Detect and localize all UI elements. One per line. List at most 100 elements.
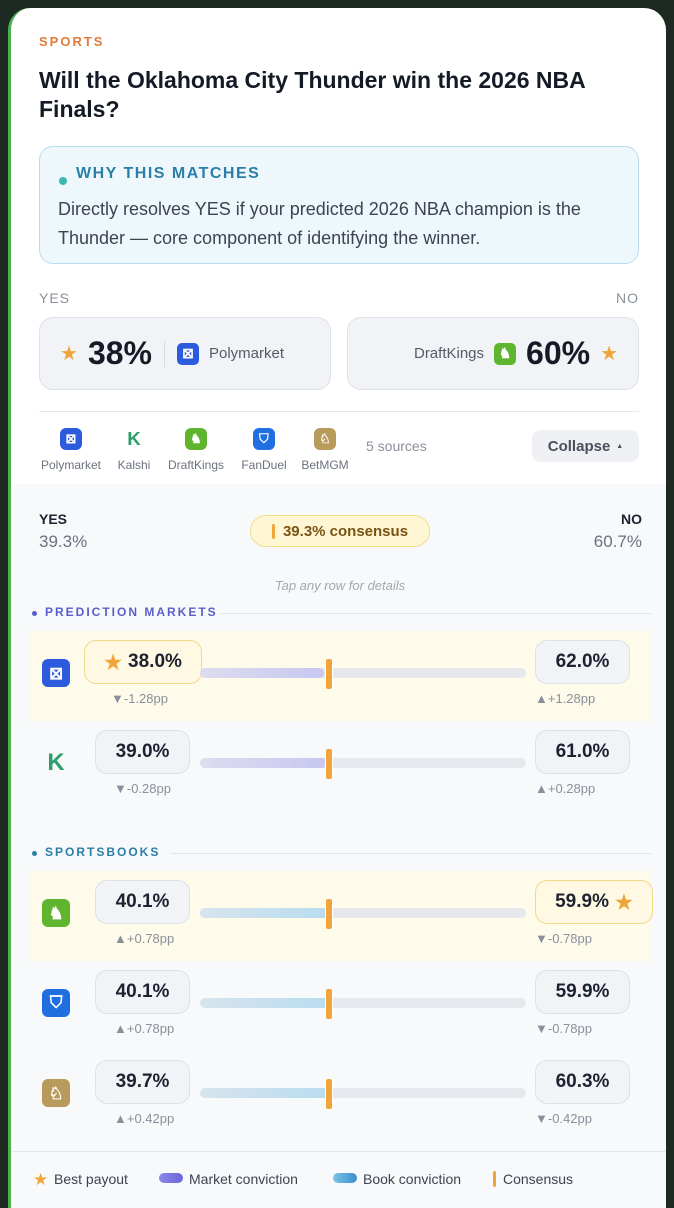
yes-value: 39.7% — [115, 1071, 170, 1092]
no-value: 59.9% — [555, 891, 609, 912]
fanduel-icon: ⛉ — [253, 428, 275, 450]
no-delta: ▲+0.28pp — [535, 781, 596, 796]
swatch — [159, 1173, 183, 1183]
consensus-marker — [325, 748, 334, 780]
market-row[interactable]: K 39.0% ▼-0.28pp 61.0% ▲+0.28pp — [29, 721, 651, 811]
bar-track — [200, 908, 526, 918]
yes-delta: ▼-0.28pp — [114, 781, 171, 796]
category: SPORTS — [39, 34, 105, 49]
best-yes-value: 38% — [87, 335, 152, 371]
yes-delta: ▲+0.78pp — [114, 931, 175, 946]
yes-pill: 39.0% — [95, 730, 190, 774]
hint: Tap any row for details — [274, 578, 406, 593]
no-pill: 59.9% — [535, 970, 630, 1014]
best-yes-source: Polymarket — [208, 345, 285, 362]
question: Will the Oklahoma City Thunder win the 2… — [39, 67, 585, 122]
yes-pill: 39.7% — [95, 1060, 190, 1104]
consensus-badge: 39.3% consensus — [250, 515, 430, 547]
polymarket-icon: ⊠ — [176, 342, 199, 365]
yes-pill: 40.1% — [95, 970, 190, 1014]
no-pill: 59.9% ★ — [535, 880, 653, 924]
best-no[interactable]: DraftKings ♞ 60% ★ — [347, 317, 639, 390]
caret: ▲ — [616, 442, 624, 450]
yes-delta: ▲+0.78pp — [114, 1021, 175, 1036]
bar-fill — [200, 668, 324, 678]
legend-text: Consensus — [503, 1171, 574, 1187]
bar-fill — [200, 758, 328, 768]
yes-pill: 40.1% — [95, 880, 190, 924]
swatch — [493, 1171, 496, 1187]
betmgm-icon: ♘ — [314, 428, 336, 450]
legend: ★ Best payout Market conviction Book convic… — [11, 1151, 666, 1208]
source-name: FanDuel — [241, 458, 287, 472]
legend-text: Market conviction — [189, 1171, 298, 1187]
no-value: 61.0% — [555, 741, 610, 762]
kalshi-icon: K — [127, 428, 141, 449]
draftkings-icon: ♞ — [185, 428, 207, 450]
why-text: Directly resolves YES if your predicted … — [58, 199, 581, 248]
polymarket-icon: ⊠ — [42, 659, 70, 687]
best-no-value: 60% — [526, 335, 591, 371]
source-name: Polymarket — [40, 458, 102, 472]
kalshi-icon: K — [47, 749, 65, 776]
bar-track — [200, 758, 526, 768]
sources-strip: ⊠ Polymarket K Kalshi ♞ DraftKings ⛉ FanDuel ♘ Be… — [11, 426, 666, 476]
cons-no-label: NO — [621, 511, 642, 527]
no-delta: ▼-0.78pp — [535, 931, 592, 946]
source-name: Kalshi — [117, 458, 151, 472]
star: ★ — [614, 891, 633, 914]
yes-value: 40.1% — [115, 891, 170, 912]
collapse-text: Collapse — [547, 437, 611, 455]
yes-value: 39.0% — [115, 741, 170, 762]
comparison: YES 39.3% NO 60.7% 39.3% consensus Tap a… — [11, 484, 666, 1208]
consensus-marker — [325, 1078, 334, 1110]
star: ★ — [104, 651, 123, 674]
cons-no: 60.7% — [593, 532, 642, 551]
swatch — [333, 1173, 357, 1183]
no-value: 60.3% — [555, 1071, 610, 1092]
no-value: 62.0% — [555, 651, 610, 672]
best-yes[interactable]: ★ 38% ⊠ Polymarket — [39, 317, 331, 390]
yes-delta: ▼-1.28pp — [111, 691, 168, 706]
dot — [59, 177, 67, 185]
no-pill: 60.3% — [535, 1060, 630, 1104]
no-value: 59.9% — [555, 981, 610, 1002]
group-dot — [32, 851, 37, 856]
no-delta: ▲+1.28pp — [535, 691, 596, 706]
collapse-button[interactable]: Collapse ▲ — [532, 430, 639, 462]
legend-text: Book conviction — [363, 1171, 462, 1187]
market-row[interactable]: ⛉ 40.1% ▲+0.78pp 59.9% ▼-0.78pp — [29, 961, 651, 1051]
why-title: WHY THIS MATCHES — [76, 165, 261, 182]
no-delta: ▼-0.42pp — [535, 1111, 592, 1126]
fanduel-icon: ⛉ — [42, 989, 70, 1017]
divider — [39, 411, 639, 412]
market-row[interactable]: ⊠ ★ 38.0% ▼-1.28pp 62.0% ▲+1.28pp — [29, 631, 651, 721]
no-pill: 61.0% — [535, 730, 630, 774]
cons-yes: 39.3% — [39, 532, 88, 551]
no-delta: ▼-0.78pp — [535, 1021, 592, 1036]
polymarket-icon: ⊠ — [60, 428, 82, 450]
yes-pill: ★ 38.0% — [84, 640, 202, 684]
group-title: SPORTSBOOKS — [45, 845, 161, 859]
bar-fill — [200, 1088, 330, 1098]
bar-fill — [200, 998, 331, 1008]
source-count: 5 sources — [366, 438, 427, 454]
consensus-marker — [325, 898, 334, 930]
consensus-marker — [325, 658, 334, 690]
market-row[interactable]: ♘ 39.7% ▲+0.42pp 60.3% ▼-0.42pp — [29, 1051, 651, 1141]
consensus-marker — [325, 988, 334, 1020]
market-card: SPORTS Will the Oklahoma City Thunder wi… — [8, 8, 666, 1208]
best-no-source: DraftKings — [413, 345, 485, 362]
bar-fill — [200, 908, 331, 918]
group-rule — [221, 613, 651, 614]
yes-value: 40.1% — [115, 981, 170, 1002]
star: ★ — [60, 343, 78, 365]
group-dot — [32, 611, 37, 616]
group-title: PREDICTION MARKETS — [45, 605, 218, 619]
bar-track — [200, 668, 526, 678]
no-pill: 62.0% — [535, 640, 630, 684]
cons-yes-label: YES — [39, 511, 68, 527]
market-row[interactable]: ♞ 40.1% ▲+0.78pp 59.9% ★ ▼-0.78pp — [29, 871, 653, 961]
badge-text: 39.3% consensus — [282, 522, 409, 540]
